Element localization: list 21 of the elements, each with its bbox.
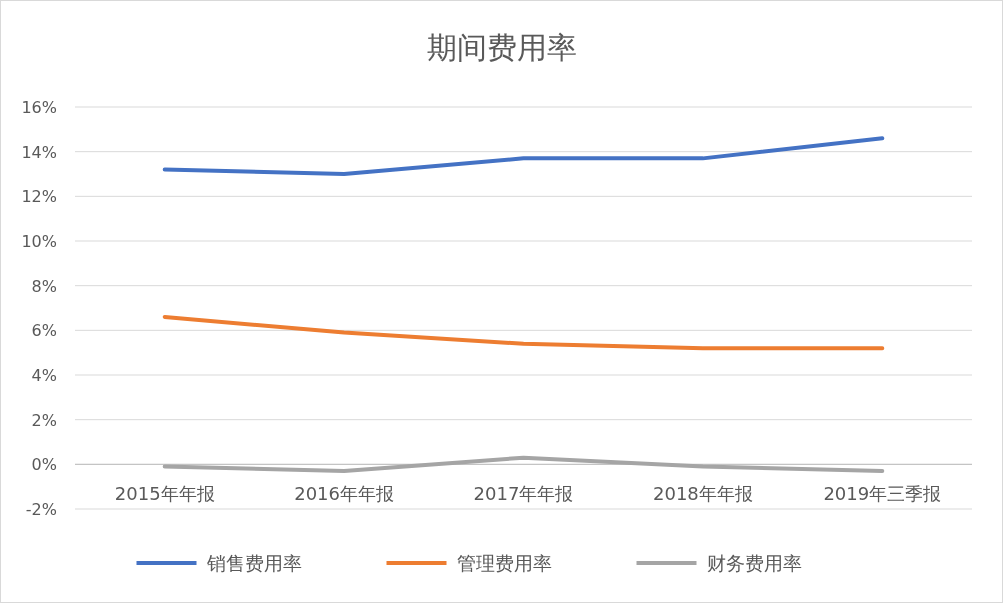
x-tick-label: 2015年年报	[114, 483, 215, 505]
line-series	[162, 314, 885, 351]
y-tick-label: 10%	[21, 232, 57, 251]
y-tick-label: 0%	[31, 455, 57, 475]
x-tick-label: 2016年年报	[294, 483, 395, 505]
y-tick-label: -2%	[25, 500, 57, 519]
y-tick-label: 2%	[31, 410, 57, 430]
legend-label: 管理费用率	[456, 552, 552, 574]
legend-label: 财务费用率	[706, 552, 802, 574]
x-tick-label: 2018年年报	[652, 483, 753, 505]
y-tick-label: 14%	[21, 142, 57, 162]
y-tick-label: 8%	[31, 276, 57, 296]
y-tick-label: 4%	[31, 366, 57, 385]
line-series	[162, 136, 885, 176]
chart-title: 期间费用率	[426, 30, 577, 65]
x-tick-label: 2017年年报	[473, 483, 574, 505]
x-tick-label: 2019年三季报	[823, 483, 942, 505]
y-tick-label: 12%	[21, 187, 57, 207]
y-tick-label: 16%	[21, 98, 57, 117]
legend-label: 销售费用率	[205, 552, 302, 574]
y-tick-label: 6%	[31, 321, 57, 341]
